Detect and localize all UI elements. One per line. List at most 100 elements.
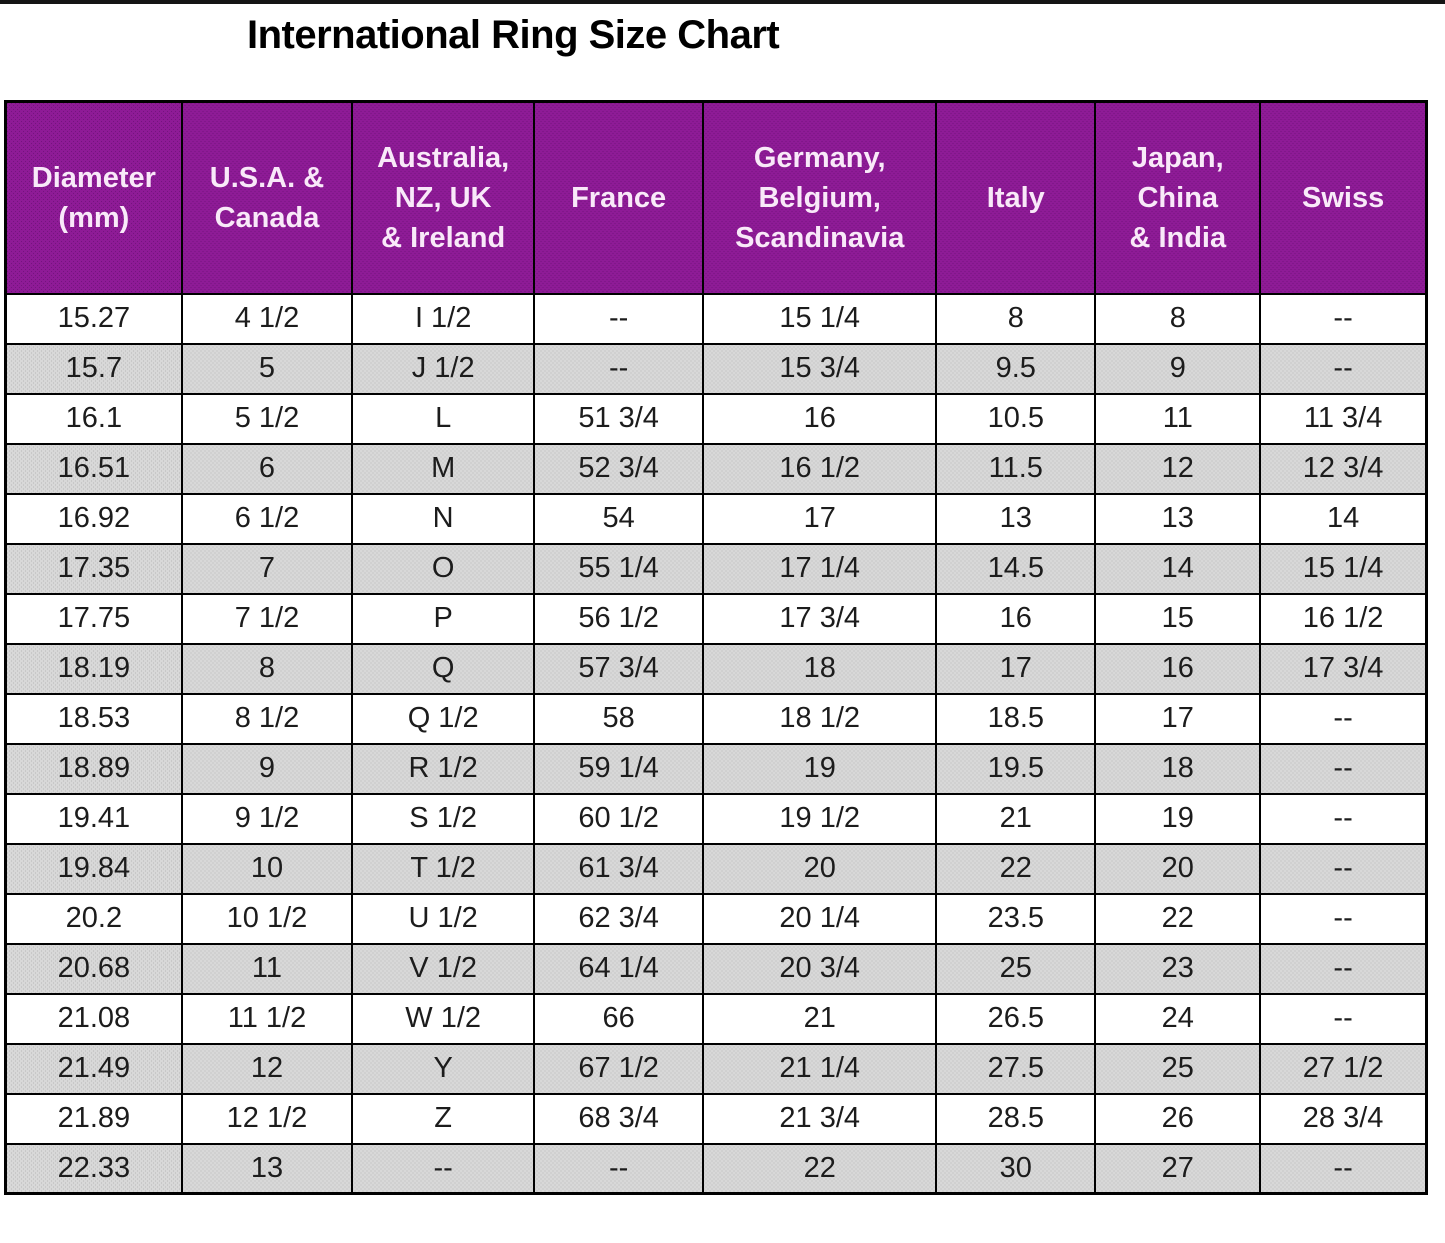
table-cell: 19.5 — [935, 742, 1097, 795]
table-cell: 8 — [1094, 292, 1262, 345]
column-header: Germany, Belgium, Scandinavia — [702, 100, 938, 295]
table-cell: I 1/2 — [351, 292, 536, 345]
table-cell: 51 3/4 — [533, 392, 705, 445]
table-body: 15.27 4 1/2 I 1/2 -- 15 1/4 8 8 -- 15.7 5 J 1/2 -- 1… — [4, 292, 1428, 1195]
table-row: 21.89 12 1/2 Z 68 3/4 21 3/4 28.5 26 28 3/4 — [4, 1092, 1428, 1145]
table-cell: 60 1/2 — [533, 792, 705, 845]
table-cell: 18 — [702, 642, 938, 695]
table-cell: 14 — [1259, 492, 1428, 545]
table-cell: 7 — [180, 542, 354, 595]
column-header: Australia, NZ, UK & Ireland — [351, 100, 536, 295]
table-cell: 17.35 — [4, 542, 183, 595]
table-cell: 13 — [1094, 492, 1262, 545]
table-cell: 68 3/4 — [533, 1092, 705, 1145]
table-cell: 17 1/4 — [702, 542, 938, 595]
table-cell: 10.5 — [935, 392, 1097, 445]
table-cell: 20 1/4 — [702, 892, 938, 945]
table-cell: -- — [1259, 992, 1428, 1045]
table-cell: 22 — [1094, 892, 1262, 945]
table-cell: 22 — [935, 842, 1097, 895]
table-cell: 22 — [702, 1142, 938, 1195]
table-cell: 4 1/2 — [180, 292, 354, 345]
table-row: 19.41 9 1/2 S 1/2 60 1/2 19 1/2 21 19 -- — [4, 792, 1428, 845]
table-cell: 20 3/4 — [702, 942, 938, 995]
table-cell: 26.5 — [935, 992, 1097, 1045]
table-cell: -- — [1259, 742, 1428, 795]
table-cell: 12 — [1094, 442, 1262, 495]
table-cell: T 1/2 — [351, 842, 536, 895]
table-cell: 17 3/4 — [702, 592, 938, 645]
table-cell: 21.89 — [4, 1092, 183, 1145]
table-cell: 9 — [180, 742, 354, 795]
table-cell: -- — [1259, 692, 1428, 745]
table-cell: 21 1/4 — [702, 1042, 938, 1095]
top-border-line — [0, 0, 1445, 4]
table-cell: 17 — [1094, 692, 1262, 745]
table-cell: L — [351, 392, 536, 445]
table-cell: 13 — [180, 1142, 354, 1195]
table-row: 15.27 4 1/2 I 1/2 -- 15 1/4 8 8 -- — [4, 292, 1428, 345]
table-cell: 9 1/2 — [180, 792, 354, 845]
table-cell: 15.27 — [4, 292, 183, 345]
table-cell: 21 3/4 — [702, 1092, 938, 1145]
table-cell: 18.5 — [935, 692, 1097, 745]
table-cell: 10 1/2 — [180, 892, 354, 945]
table-cell: 16 — [1094, 642, 1262, 695]
table-cell: 56 1/2 — [533, 592, 705, 645]
table-row: 16.51 6 M 52 3/4 16 1/2 11.5 12 12 3/4 — [4, 442, 1428, 495]
table-row: 21.49 12 Y 67 1/2 21 1/4 27.5 25 27 1/2 — [4, 1042, 1428, 1095]
table-cell: 23.5 — [935, 892, 1097, 945]
table-cell: 27.5 — [935, 1042, 1097, 1095]
table-cell: 21.08 — [4, 992, 183, 1045]
table-cell: 64 1/4 — [533, 942, 705, 995]
table-cell: 11 1/2 — [180, 992, 354, 1045]
column-header: Italy — [935, 100, 1097, 295]
table-row: 18.19 8 Q 57 3/4 18 17 16 17 3/4 — [4, 642, 1428, 695]
table-row: 22.33 13 -- -- 22 30 27 -- — [4, 1142, 1428, 1195]
table-cell: 22.33 — [4, 1142, 183, 1195]
table-cell: 14.5 — [935, 542, 1097, 595]
table-cell: 21 — [935, 792, 1097, 845]
table-cell: 12 — [180, 1042, 354, 1095]
table-cell: 27 1/2 — [1259, 1042, 1428, 1095]
table-row: 17.75 7 1/2 P 56 1/2 17 3/4 16 15 16 1/2 — [4, 592, 1428, 645]
table-cell: 8 1/2 — [180, 692, 354, 745]
table-cell: 20.2 — [4, 892, 183, 945]
table-cell: 8 — [935, 292, 1097, 345]
table-cell: 61 3/4 — [533, 842, 705, 895]
table-cell: 15 — [1094, 592, 1262, 645]
table-cell: -- — [533, 292, 705, 345]
table-cell: 16 1/2 — [702, 442, 938, 495]
table-row: 16.1 5 1/2 L 51 3/4 16 10.5 11 11 3/4 — [4, 392, 1428, 445]
table-cell: 19.41 — [4, 792, 183, 845]
table-cell: 20.68 — [4, 942, 183, 995]
table-cell: 67 1/2 — [533, 1042, 705, 1095]
table-cell: 5 — [180, 342, 354, 395]
table-cell: 8 — [180, 642, 354, 695]
table-cell: 18.89 — [4, 742, 183, 795]
table-cell: 55 1/4 — [533, 542, 705, 595]
table-cell: 9 — [1094, 342, 1262, 395]
table-cell: 16 — [702, 392, 938, 445]
table-row: 17.35 7 O 55 1/4 17 1/4 14.5 14 15 1/4 — [4, 542, 1428, 595]
table-cell: 66 — [533, 992, 705, 1045]
table-cell: 19 — [702, 742, 938, 795]
table-cell: 21.49 — [4, 1042, 183, 1095]
column-header: U.S.A. & Canada — [180, 100, 354, 295]
table-cell: -- — [1259, 292, 1428, 345]
table-cell: 58 — [533, 692, 705, 745]
table-cell: 19.84 — [4, 842, 183, 895]
table-cell: 16.1 — [4, 392, 183, 445]
table-cell: N — [351, 492, 536, 545]
ring-size-table: Diameter (mm) U.S.A. & Canada Australia, N… — [4, 100, 1428, 1195]
table-cell: 11 — [180, 942, 354, 995]
table-cell: 19 — [1094, 792, 1262, 845]
table-header: Diameter (mm) U.S.A. & Canada Australia, N… — [4, 100, 1428, 295]
table-cell: 28.5 — [935, 1092, 1097, 1145]
table-cell: 54 — [533, 492, 705, 545]
table-cell: V 1/2 — [351, 942, 536, 995]
table-cell: 17 3/4 — [1259, 642, 1428, 695]
table-cell: -- — [351, 1142, 536, 1195]
table-cell: -- — [1259, 1142, 1428, 1195]
table-cell: 62 3/4 — [533, 892, 705, 945]
